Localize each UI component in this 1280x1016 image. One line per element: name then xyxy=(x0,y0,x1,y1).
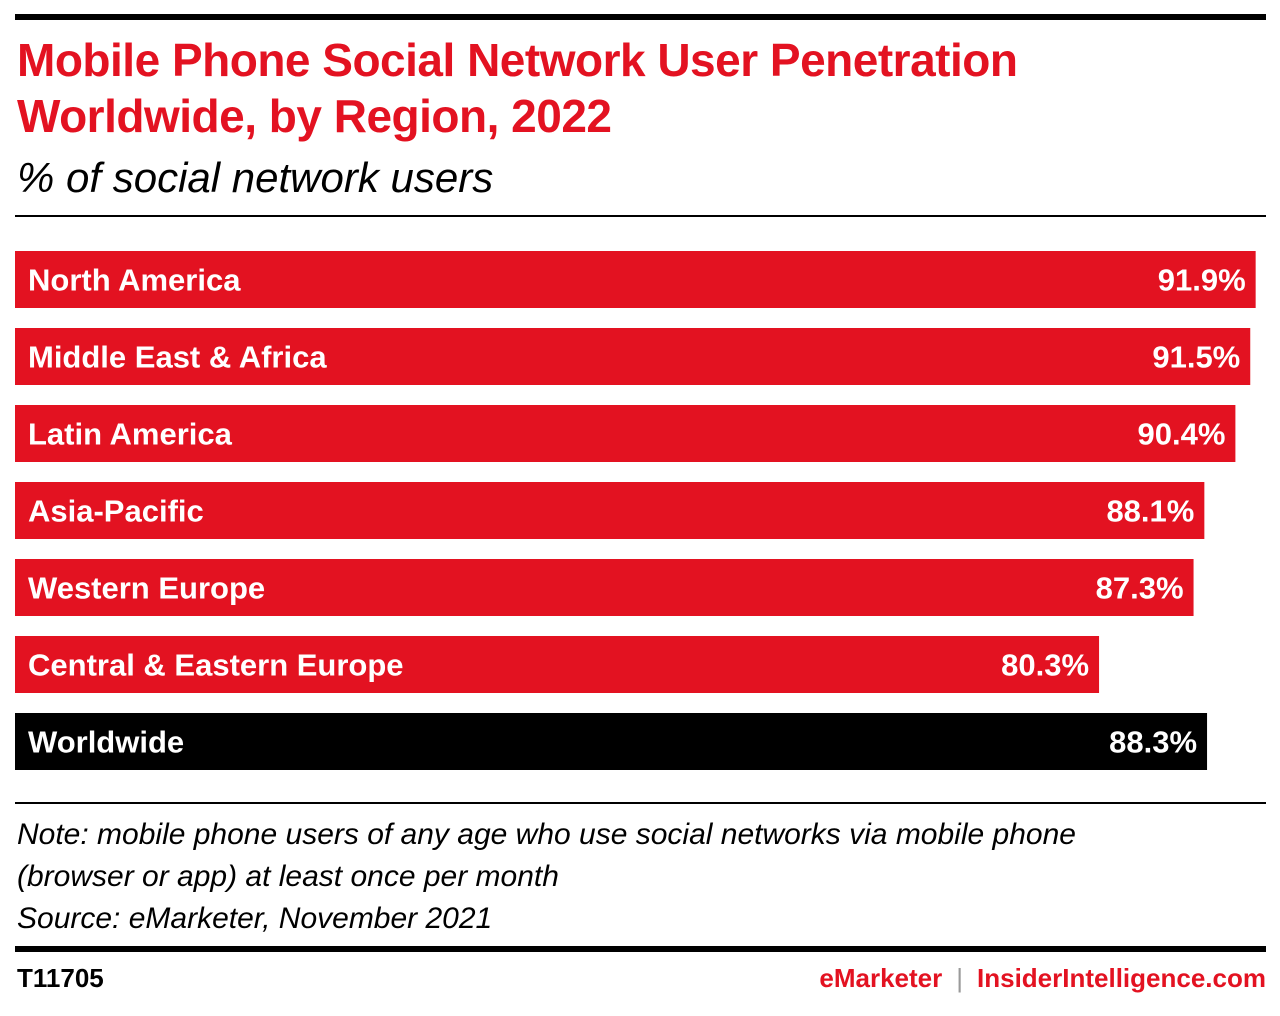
brand-insider-link[interactable]: InsiderIntelligence.com xyxy=(977,963,1266,993)
bottom-rule xyxy=(15,946,1266,952)
source-line: Source: eMarketer, November 2021 xyxy=(17,902,493,935)
note-line-1: Note: mobile phone users of any age who … xyxy=(17,818,1076,851)
bar-row-worldwide: Worldwide 88.3% xyxy=(15,713,1208,770)
bar-row-western-europe: Western Europe 87.3% xyxy=(15,559,1194,616)
subtitle-rule xyxy=(15,215,1266,217)
bar-value-western-europe: 87.3% xyxy=(1096,571,1184,606)
bar-value-worldwide: 88.3% xyxy=(1109,725,1197,760)
bar-row-north-america: North America 91.9% xyxy=(15,251,1256,308)
note-line-2: (browser or app) at least once per month xyxy=(17,860,559,893)
bar-north-america xyxy=(15,251,1256,308)
bar-worldwide xyxy=(15,713,1208,770)
bar-label-asia-pacific: Asia-Pacific xyxy=(28,494,204,529)
chart-title: Mobile Phone Social Network User Penetra… xyxy=(17,34,1018,142)
top-rule xyxy=(15,14,1266,20)
brand-emarketer: eMarketer xyxy=(819,963,943,993)
bar-value-middle-east-and-africa: 91.5% xyxy=(1152,340,1240,375)
bar-row-latin-america: Latin America 90.4% xyxy=(15,405,1236,462)
chart-subtitle: % of social network users xyxy=(17,154,494,201)
bar-western-europe xyxy=(15,559,1194,616)
bar-value-asia-pacific: 88.1% xyxy=(1106,494,1194,529)
bar-label-latin-america: Latin America xyxy=(28,417,233,452)
chart-id: T11705 xyxy=(17,963,104,993)
brand-separator: | xyxy=(956,963,964,993)
bar-row-central-and-eastern-europe: Central & Eastern Europe 80.3% xyxy=(15,636,1100,693)
note-rule xyxy=(15,802,1266,804)
bar-label-north-america: North America xyxy=(28,263,241,298)
bar-row-middle-east-and-africa: Middle East & Africa 91.5% xyxy=(15,328,1251,385)
bar-label-central-and-eastern-europe: Central & Eastern Europe xyxy=(28,648,404,683)
bar-label-western-europe: Western Europe xyxy=(28,571,265,606)
bar-central-and-eastern-europe xyxy=(15,636,1100,693)
bar-value-latin-america: 90.4% xyxy=(1137,417,1225,452)
footer: T11705 eMarketer | InsiderIntelligence.com xyxy=(15,960,1266,1000)
bar-asia-pacific xyxy=(15,482,1205,539)
chart-notes: Note: mobile phone users of any age who … xyxy=(17,814,1262,940)
bar-label-middle-east-and-africa: Middle East & Africa xyxy=(28,340,327,375)
bar-middle-east-and-africa xyxy=(15,328,1251,385)
brand-block: eMarketer | InsiderIntelligence.com xyxy=(819,960,1266,996)
bar-value-north-america: 91.9% xyxy=(1158,263,1246,298)
bar-latin-america xyxy=(15,405,1236,462)
bar-label-worldwide: Worldwide xyxy=(28,725,184,760)
bar-row-asia-pacific: Asia-Pacific 88.1% xyxy=(15,482,1205,539)
bar-value-central-and-eastern-europe: 80.3% xyxy=(1001,648,1089,683)
